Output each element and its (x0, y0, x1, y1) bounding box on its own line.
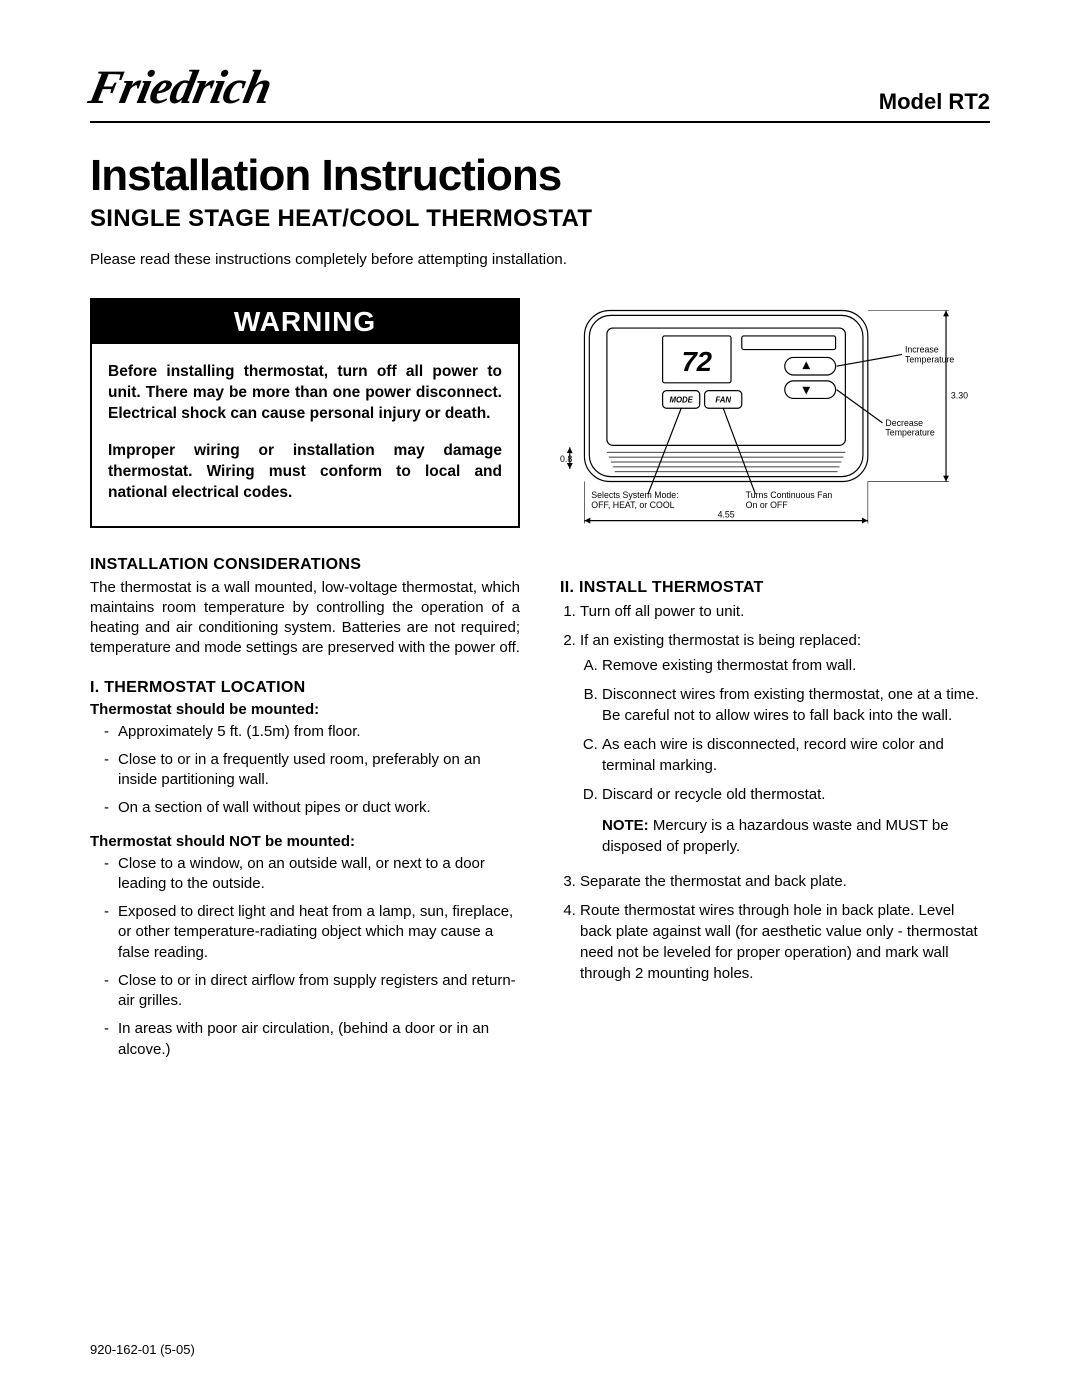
install-step-1: Turn off all power to unit. (580, 601, 990, 622)
list-item: Exposed to direct light and heat from a … (118, 902, 520, 963)
model-label: Model RT2 (879, 89, 990, 115)
brand-logo: Friedrich (84, 60, 276, 115)
diagram-decrease-label2: Temperature (885, 428, 934, 438)
diagram-decrease-label: Decrease (885, 418, 923, 428)
list-item: In areas with poor air circulation, (beh… (118, 1019, 520, 1060)
intro-text: Please read these instructions completel… (90, 251, 990, 268)
should-mount-heading: Thermostat should be mounted: (90, 701, 520, 718)
install-step-3: Separate the thermostat and back plate. (580, 871, 990, 892)
content-columns: WARNING Before installing thermostat, tu… (90, 298, 990, 1074)
list-item: Disconnect wires from existing thermosta… (602, 684, 990, 726)
note-label: NOTE: (602, 817, 649, 834)
diagram-dim-height: 3.30 (951, 390, 968, 400)
diagram-increase-label: Increase (905, 345, 939, 355)
should-not-mount-list: Close to a window, on an outside wall, o… (90, 854, 520, 1060)
left-column: WARNING Before installing thermostat, tu… (90, 298, 520, 1074)
install-note: NOTE: Mercury is a hazardous waste and M… (602, 815, 990, 857)
list-item: Discard or recycle old thermostat. (602, 784, 990, 805)
diagram-fan-label: Turns Continuous Fan (746, 490, 833, 500)
diagram-display-temp: 72 (682, 346, 712, 377)
warning-body: Before installing thermostat, turn off a… (92, 344, 518, 526)
list-item: Close to or in direct airflow from suppl… (118, 971, 520, 1012)
install-step-4: Route thermostat wires through hole in b… (580, 900, 990, 984)
thermostat-diagram: 72 MODE FAN Increase Temperature Decreas… (560, 298, 990, 538)
install-heading: II. INSTALL THERMOSTAT (560, 579, 990, 597)
list-item: Remove existing thermostat from wall. (602, 655, 990, 676)
right-column: 72 MODE FAN Increase Temperature Decreas… (560, 298, 990, 1074)
page-title: Installation Instructions (90, 151, 990, 201)
warning-heading: WARNING (92, 300, 518, 344)
diagram-fan-btn: FAN (715, 395, 731, 404)
should-mount-list: Approximately 5 ft. (1.5m) from floor. C… (90, 722, 520, 819)
page-header: Friedrich Model RT2 (90, 60, 990, 123)
page-subtitle: SINGLE STAGE HEAT/COOL THERMOSTAT (90, 205, 990, 233)
location-heading: I. THERMOSTAT LOCATION (90, 679, 520, 697)
diagram-mode-label: Selects System Mode: (591, 490, 678, 500)
list-item: Approximately 5 ft. (1.5m) from floor. (118, 722, 520, 742)
diagram-dim-depth: 0.8 (560, 454, 572, 464)
considerations-heading: INSTALLATION CONSIDERATIONS (90, 556, 520, 574)
diagram-increase-label2: Temperature (905, 354, 954, 364)
list-item: Close to a window, on an outside wall, o… (118, 854, 520, 895)
considerations-text: The thermostat is a wall mounted, low-vo… (90, 578, 520, 659)
install-step-2-substeps: Remove existing thermostat from wall. Di… (580, 655, 990, 805)
install-steps: Turn off all power to unit. If an existi… (560, 601, 990, 984)
diagram-dim-width: 4.55 (718, 510, 735, 520)
diagram-mode-btn: MODE (669, 395, 693, 404)
warning-p2: Improper wiring or installation may dama… (108, 441, 502, 504)
warning-box: WARNING Before installing thermostat, tu… (90, 298, 520, 528)
install-step-2-text: If an existing thermostat is being repla… (580, 632, 861, 649)
diagram-fan-label2: On or OFF (746, 500, 789, 510)
note-text: Mercury is a hazardous waste and MUST be… (602, 817, 949, 855)
list-item: Close to or in a frequently used room, p… (118, 750, 520, 791)
list-item: As each wire is disconnected, record wir… (602, 734, 990, 776)
should-not-mount-heading: Thermostat should NOT be mounted: (90, 833, 520, 850)
list-item: On a section of wall without pipes or du… (118, 798, 520, 818)
install-step-2: If an existing thermostat is being repla… (580, 630, 990, 857)
footer-docnum: 920-162-01 (5-05) (90, 1342, 195, 1357)
warning-p1: Before installing thermostat, turn off a… (108, 362, 502, 425)
diagram-mode-label2: OFF, HEAT, or COOL (591, 500, 674, 510)
